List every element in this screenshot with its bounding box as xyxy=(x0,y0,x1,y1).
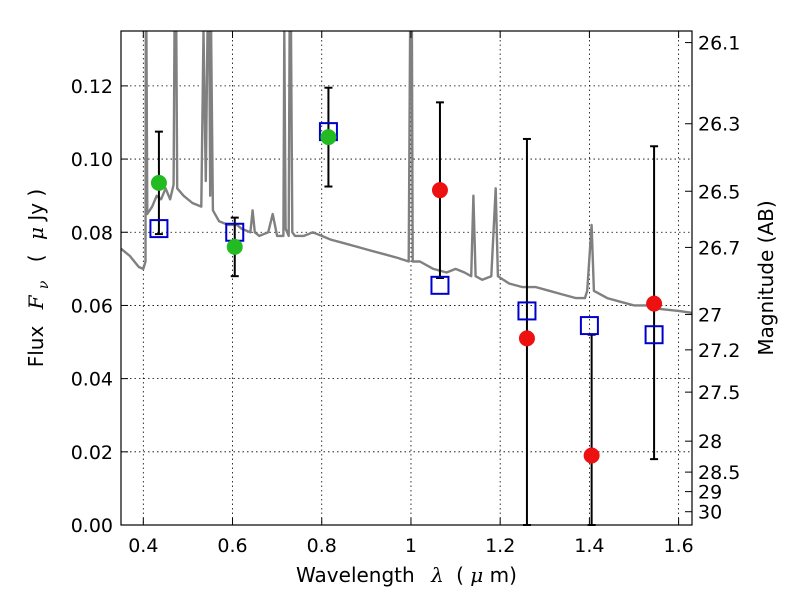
y-tick-label: 0.06 xyxy=(71,295,113,317)
y2-tick-label: 26.1 xyxy=(698,33,740,55)
x-tick-label: 0.6 xyxy=(217,535,247,557)
x-axis-label-symbol: λ xyxy=(430,563,444,587)
model-spectrum-line xyxy=(121,31,692,314)
model-photometry-square xyxy=(644,325,664,345)
plot-area xyxy=(121,31,692,314)
detection-point xyxy=(150,174,167,191)
y2-tick-label: 27 xyxy=(698,304,722,326)
y2-tick-label: 26.5 xyxy=(698,181,740,203)
y-axis-label-unit-mu: μ xyxy=(24,227,48,240)
y2-tick-label: 27.2 xyxy=(698,340,740,362)
y-tick-label: 0.10 xyxy=(71,149,113,171)
x-tick-label: 0.4 xyxy=(128,535,158,557)
x-axis-label-unit-open: ( xyxy=(456,563,464,587)
y-axis-label: Flux F ν ( μ Jy ) xyxy=(24,189,53,368)
y-tick-label: 0.12 xyxy=(71,76,113,98)
y-axis-label-prefix: Flux xyxy=(24,326,48,368)
x-axis-label-unit-rest: m) xyxy=(490,563,517,587)
x-axis-label-prefix: Wavelength xyxy=(296,563,415,587)
y2-tick-label: 26.7 xyxy=(698,237,740,259)
y-tick-label: 0.02 xyxy=(71,442,113,464)
model-photometry-square xyxy=(430,275,450,295)
model-photometry-square xyxy=(579,316,599,336)
y2-tick-label: 27.5 xyxy=(698,382,740,404)
detection-point xyxy=(320,129,337,146)
y-tick-label: 0.00 xyxy=(71,515,113,537)
low-significance-point xyxy=(431,182,448,199)
x-tick-label: 1.6 xyxy=(664,535,694,557)
y-tick-label: 0.04 xyxy=(71,369,113,391)
y-axis-label-symbol: F xyxy=(24,294,48,310)
y-axis-label-subscript: ν xyxy=(36,280,52,289)
y2-tick-label: 30 xyxy=(698,502,722,524)
y2-tick-label: 29 xyxy=(698,482,722,504)
plot-frame xyxy=(120,30,693,526)
grid xyxy=(121,31,692,525)
x-tick-label: 0.8 xyxy=(307,535,337,557)
ticks: 0.4 0.6 0.8 1 1.2 1.4 1.6 0.00 0.02 0.04 0.06 0.08 0… xyxy=(71,31,740,557)
y2-tick-label: 26.3 xyxy=(698,114,740,136)
model-photometry-square xyxy=(149,219,169,239)
x-tick-label: 1.4 xyxy=(574,535,604,557)
y2-axis-label: Magnitude (AB) xyxy=(754,200,778,355)
data-marks xyxy=(149,86,664,526)
low-significance-point xyxy=(583,447,600,464)
y2-tick-label: 28.5 xyxy=(698,462,740,484)
low-significance-point xyxy=(518,330,535,347)
detection-point xyxy=(226,238,243,255)
x-axis-label: Wavelength λ ( μ m) xyxy=(296,563,517,587)
y-axis-label-unit-open: ( xyxy=(24,254,48,262)
x-tick-label: 1 xyxy=(405,535,417,557)
x-tick-label: 1.2 xyxy=(485,535,515,557)
y2-tick-label: 28 xyxy=(698,431,722,453)
y-axis-label-unit-rest: Jy ) xyxy=(24,189,48,223)
x-axis-label-unit-mu: μ xyxy=(470,563,483,587)
low-significance-point xyxy=(646,295,663,312)
y-tick-label: 0.08 xyxy=(71,222,113,244)
model-photometry-square xyxy=(517,301,537,321)
